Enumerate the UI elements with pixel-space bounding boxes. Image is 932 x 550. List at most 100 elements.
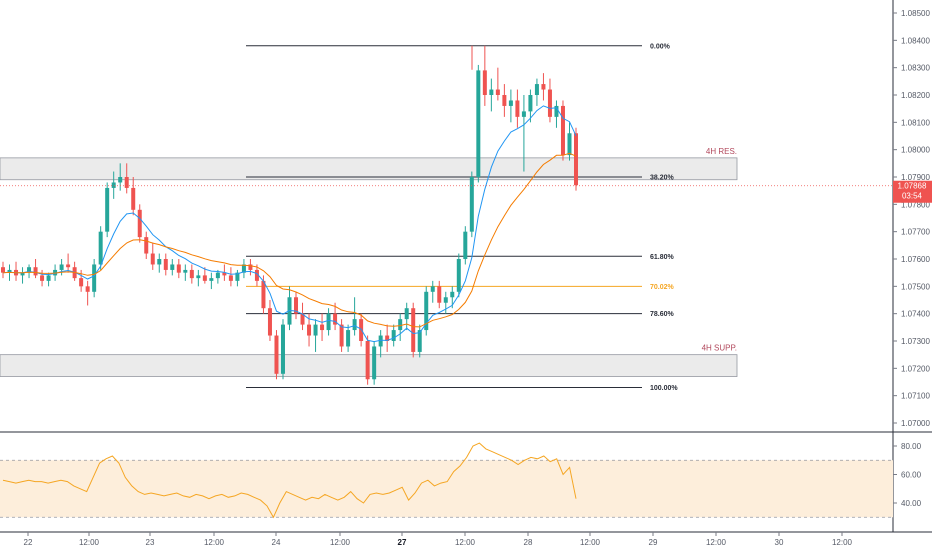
candle-body [443,297,448,303]
candle-body [502,95,507,106]
fib-level-label: 100.00% [650,385,678,392]
candle-body [300,313,305,325]
candle-body [280,324,285,374]
candle-body [574,133,578,186]
time-tick-label: 12:00 [580,538,601,547]
candle-body [79,278,84,287]
candle-body [157,259,162,265]
candle-body [20,272,25,276]
candle-body [456,259,461,292]
candle-body [489,89,494,95]
candle-body [450,291,455,298]
candle-body [267,308,272,336]
current-price-tag: 1.07868 03:54 [893,180,932,203]
candle-body [59,264,64,270]
candle-body [1,267,5,273]
price-tag-bg [893,180,932,203]
price-tick-label: 1.07400 [901,310,930,319]
price-tick-label: 1.07800 [901,200,930,209]
price-tick-label: 1.08500 [901,9,930,18]
candle-body [254,269,259,281]
time-tick-label: 29 [649,538,658,547]
candle-body [235,272,240,281]
candle-body [7,269,12,273]
osc-tick-label: 40.00 [901,499,922,508]
candle-body [85,286,90,292]
price-tick-label: 1.08000 [901,146,930,155]
candle-body [131,187,136,210]
candle-body [150,253,155,265]
candle-body [228,275,233,281]
candle-body [27,267,32,273]
chart-grid [0,0,932,533]
time-tick-label: 12:00 [455,538,476,547]
price-tick-label: 1.07900 [901,173,930,182]
candle-body [183,269,188,273]
candle-body [424,291,429,331]
price-tick-label: 1.08300 [901,64,930,73]
oscillator-axis[interactable]: 80.00 60.00 40.00 [893,442,922,508]
candle-body [111,182,116,188]
candle-body [365,341,370,380]
zone-label: 4H SUPP. [702,344,737,353]
price-tick-label: 1.07300 [901,337,930,346]
candle-body [515,100,520,117]
oscillator-pane [0,442,893,519]
candle-body [46,275,51,281]
candle-body [215,272,220,279]
candle-body [202,275,207,281]
price-tick-label: 1.07000 [901,419,930,428]
candle-body [372,346,377,380]
candle-body [567,133,572,156]
candle-body [463,231,468,259]
price-tick-label: 1.07100 [901,392,930,401]
time-tick-label: 12:00 [79,538,100,547]
candle-body [339,324,344,347]
candlestick-series [1,45,578,385]
candle-body [307,324,312,336]
time-tick-label: 12:00 [706,538,727,547]
candle-body [118,177,123,183]
candle-body [534,84,539,95]
candle-body [378,335,383,347]
candle-body [274,335,279,374]
fib-retracement[interactable]: 0.00% 38.20% 61.80% 70.02% 78.60% 100.00% [246,43,678,392]
time-tick-label: 12:00 [204,538,225,547]
candle-body [105,187,110,232]
candle-body [261,280,266,309]
price-tag-value: 1.07868 [898,182,927,191]
candle-body [222,272,227,276]
candle-body [176,264,181,273]
candle-body [320,324,325,331]
time-axis[interactable]: 22 12:00 23 12:00 24 12:00 27 12:00 28 12:00 29 12:… [24,532,853,547]
zone-box[interactable] [0,157,738,181]
candle-body [170,264,175,270]
time-tick-label: 12:00 [832,538,853,547]
candle-body [137,209,142,238]
candle-body [196,275,201,279]
candle-body [40,275,45,281]
candle-body [482,70,487,95]
candle-body [560,105,565,156]
price-tick-label: 1.07600 [901,255,930,264]
osc-band [0,460,893,518]
candle-body [66,264,71,268]
candle-body [437,286,442,303]
moving-averages [2,105,577,343]
candle-body [385,335,390,341]
candle-body [391,330,396,341]
price-tick-label: 1.07700 [901,228,930,237]
time-tick-label: 24 [272,538,281,547]
price-axis[interactable]: 1.08500 1.08400 1.08300 1.08200 1.08100 1.080… [893,9,930,428]
fib-level-label: 70.02% [650,284,675,291]
fib-level-label: 38.20% [650,175,675,182]
time-tick-label: 30 [775,538,784,547]
time-tick-label: 22 [24,538,33,547]
osc-tick-label: 60.00 [901,471,922,480]
price-tick-label: 1.08400 [901,36,930,45]
candle-body [346,330,351,347]
candle-body [248,264,253,270]
candle-body [209,278,214,281]
osc-line [2,442,577,519]
